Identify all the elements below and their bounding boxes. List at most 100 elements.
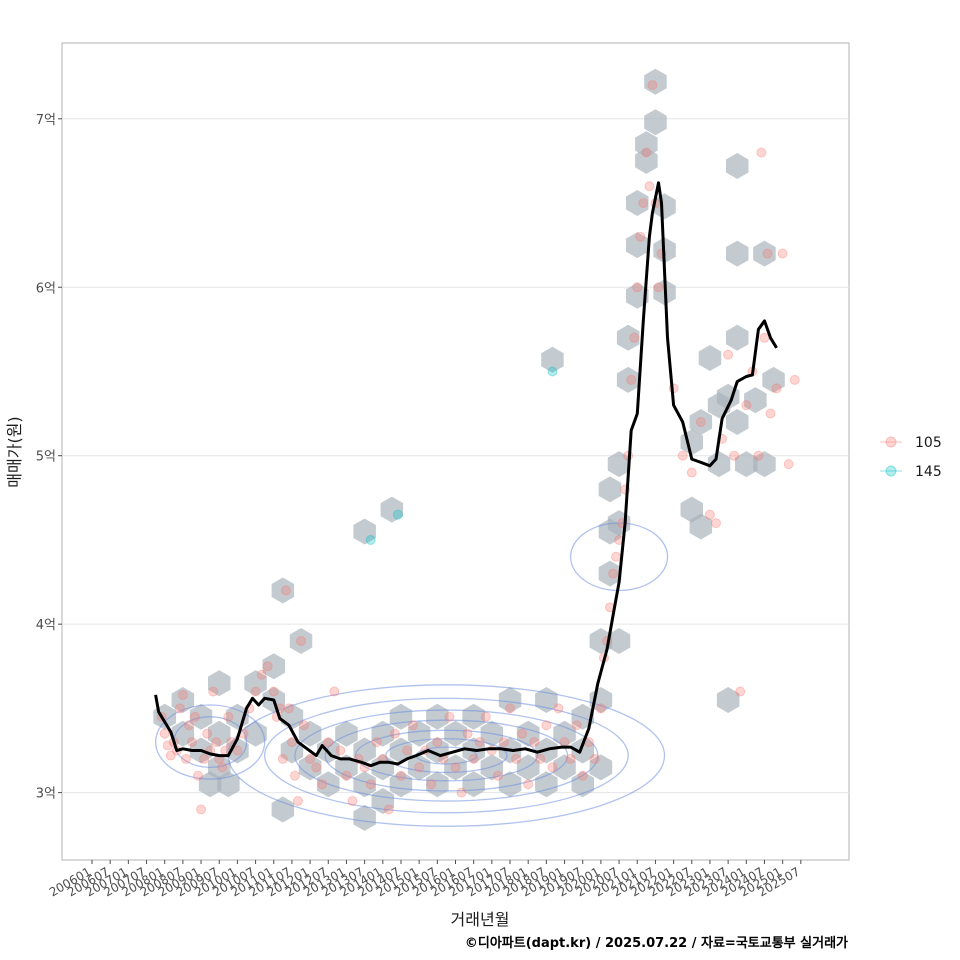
- hexbin-cell: [380, 496, 404, 523]
- data-point-105: [511, 753, 522, 764]
- data-point-105: [765, 408, 776, 419]
- hexbin-cell: [426, 737, 449, 764]
- hexbin-cell: [607, 451, 631, 478]
- density-contour: [385, 738, 508, 774]
- data-point-105: [402, 745, 413, 756]
- data-point-105: [365, 779, 376, 790]
- hexbin-cell: [171, 687, 195, 713]
- data-point-105: [299, 720, 310, 731]
- hexbin-cell: [198, 771, 222, 798]
- data-point-105: [262, 661, 273, 672]
- hexbin-cell: [389, 737, 413, 764]
- data-point-105: [492, 770, 503, 781]
- data-point-105: [329, 686, 340, 697]
- hexbin-cell: [208, 670, 231, 697]
- data-point-105: [256, 669, 267, 680]
- hexbin-cell: [644, 68, 667, 95]
- data-point-105: [317, 779, 328, 790]
- data-point-105: [571, 720, 582, 731]
- hexbin-cell: [553, 754, 576, 781]
- trend-line: [154, 181, 778, 768]
- legend-item-105: 105: [880, 435, 942, 451]
- hexbin-cell: [753, 451, 776, 478]
- data-point-105: [323, 737, 334, 748]
- y-tick-label: 7억: [36, 113, 56, 128]
- data-point-105: [296, 636, 307, 647]
- data-point-105: [474, 737, 485, 748]
- data-point-105: [174, 703, 185, 714]
- data-point-145: [547, 366, 558, 377]
- data-point-105: [232, 745, 243, 756]
- y-tick-label: 4억: [36, 618, 56, 633]
- hexbin-cell: [616, 324, 640, 351]
- hexbin-cell: [762, 366, 785, 393]
- data-point-105: [217, 762, 228, 773]
- data-point-105: [480, 711, 491, 722]
- y-tick-label: 6억: [36, 281, 56, 296]
- y-axis: 3억 4억 5억 6억 7억: [36, 113, 62, 802]
- legend-label-105: 105: [915, 435, 942, 451]
- hexbin-cell: [635, 131, 658, 158]
- data-point-105: [468, 753, 479, 764]
- legend-item-145: 145: [880, 464, 942, 480]
- data-point-105: [277, 753, 288, 764]
- data-point-105: [635, 231, 646, 242]
- data-point-105: [695, 417, 706, 428]
- data-point-105: [189, 711, 200, 722]
- hexbin-cell: [353, 737, 376, 764]
- hexbin-cell: [726, 153, 749, 179]
- data-point-105: [577, 770, 588, 781]
- data-point-105: [208, 686, 219, 697]
- data-point-105: [559, 737, 570, 748]
- hexbin-cell: [726, 409, 749, 435]
- hexbin-cell: [244, 720, 267, 747]
- data-point-105: [753, 450, 764, 461]
- data-point-105: [529, 737, 540, 748]
- density-contour-layer: [154, 522, 669, 827]
- hexbin-cell: [208, 720, 231, 747]
- data-point-105: [183, 720, 194, 731]
- data-point-105: [450, 762, 461, 773]
- trend-line-layer: [154, 181, 778, 768]
- hexbin-cell: [444, 720, 467, 747]
- density-contour: [294, 709, 599, 802]
- data-point-105: [547, 762, 558, 773]
- hexbin-cell: [726, 240, 749, 267]
- hexbin-cell: [744, 387, 767, 414]
- hexbin-cell: [480, 754, 504, 781]
- data-point-105: [283, 703, 294, 714]
- data-point-105: [193, 770, 204, 781]
- data-point-105: [608, 568, 619, 579]
- data-point-105: [626, 374, 637, 385]
- legend: 105 145: [880, 435, 942, 480]
- data-point-105: [347, 796, 358, 807]
- data-point-145: [365, 534, 376, 545]
- data-point-145: [392, 509, 403, 520]
- data-point-105: [414, 762, 425, 773]
- hexbin-cell: [289, 628, 313, 654]
- data-point-105: [186, 737, 197, 748]
- hexbin-cell: [598, 560, 622, 587]
- data-point-105: [729, 450, 740, 461]
- hexbin-cell: [244, 670, 267, 697]
- hexbin-cell: [353, 804, 376, 831]
- data-point-105: [444, 711, 455, 722]
- data-point-105: [711, 518, 722, 529]
- hexbin-cell: [689, 409, 713, 435]
- data-point-105: [523, 779, 534, 790]
- data-point-105: [305, 753, 316, 764]
- data-point-105: [638, 198, 649, 209]
- data-point-105: [335, 745, 346, 756]
- hexbin-cell: [726, 324, 749, 351]
- data-point-105: [777, 248, 788, 259]
- data-point-105: [704, 509, 715, 520]
- data-point-105: [535, 753, 546, 764]
- x-axis: 2006012006072007012007072008012008072009…: [47, 860, 802, 900]
- hexbin-cell: [689, 513, 713, 540]
- hexbin-cell: [571, 737, 594, 764]
- hexbin-cell: [598, 476, 622, 503]
- data-point-105: [723, 349, 734, 360]
- hexbin-cell: [626, 232, 649, 259]
- data-point-105: [211, 737, 222, 748]
- x-axis-title: 거래년월: [451, 910, 510, 929]
